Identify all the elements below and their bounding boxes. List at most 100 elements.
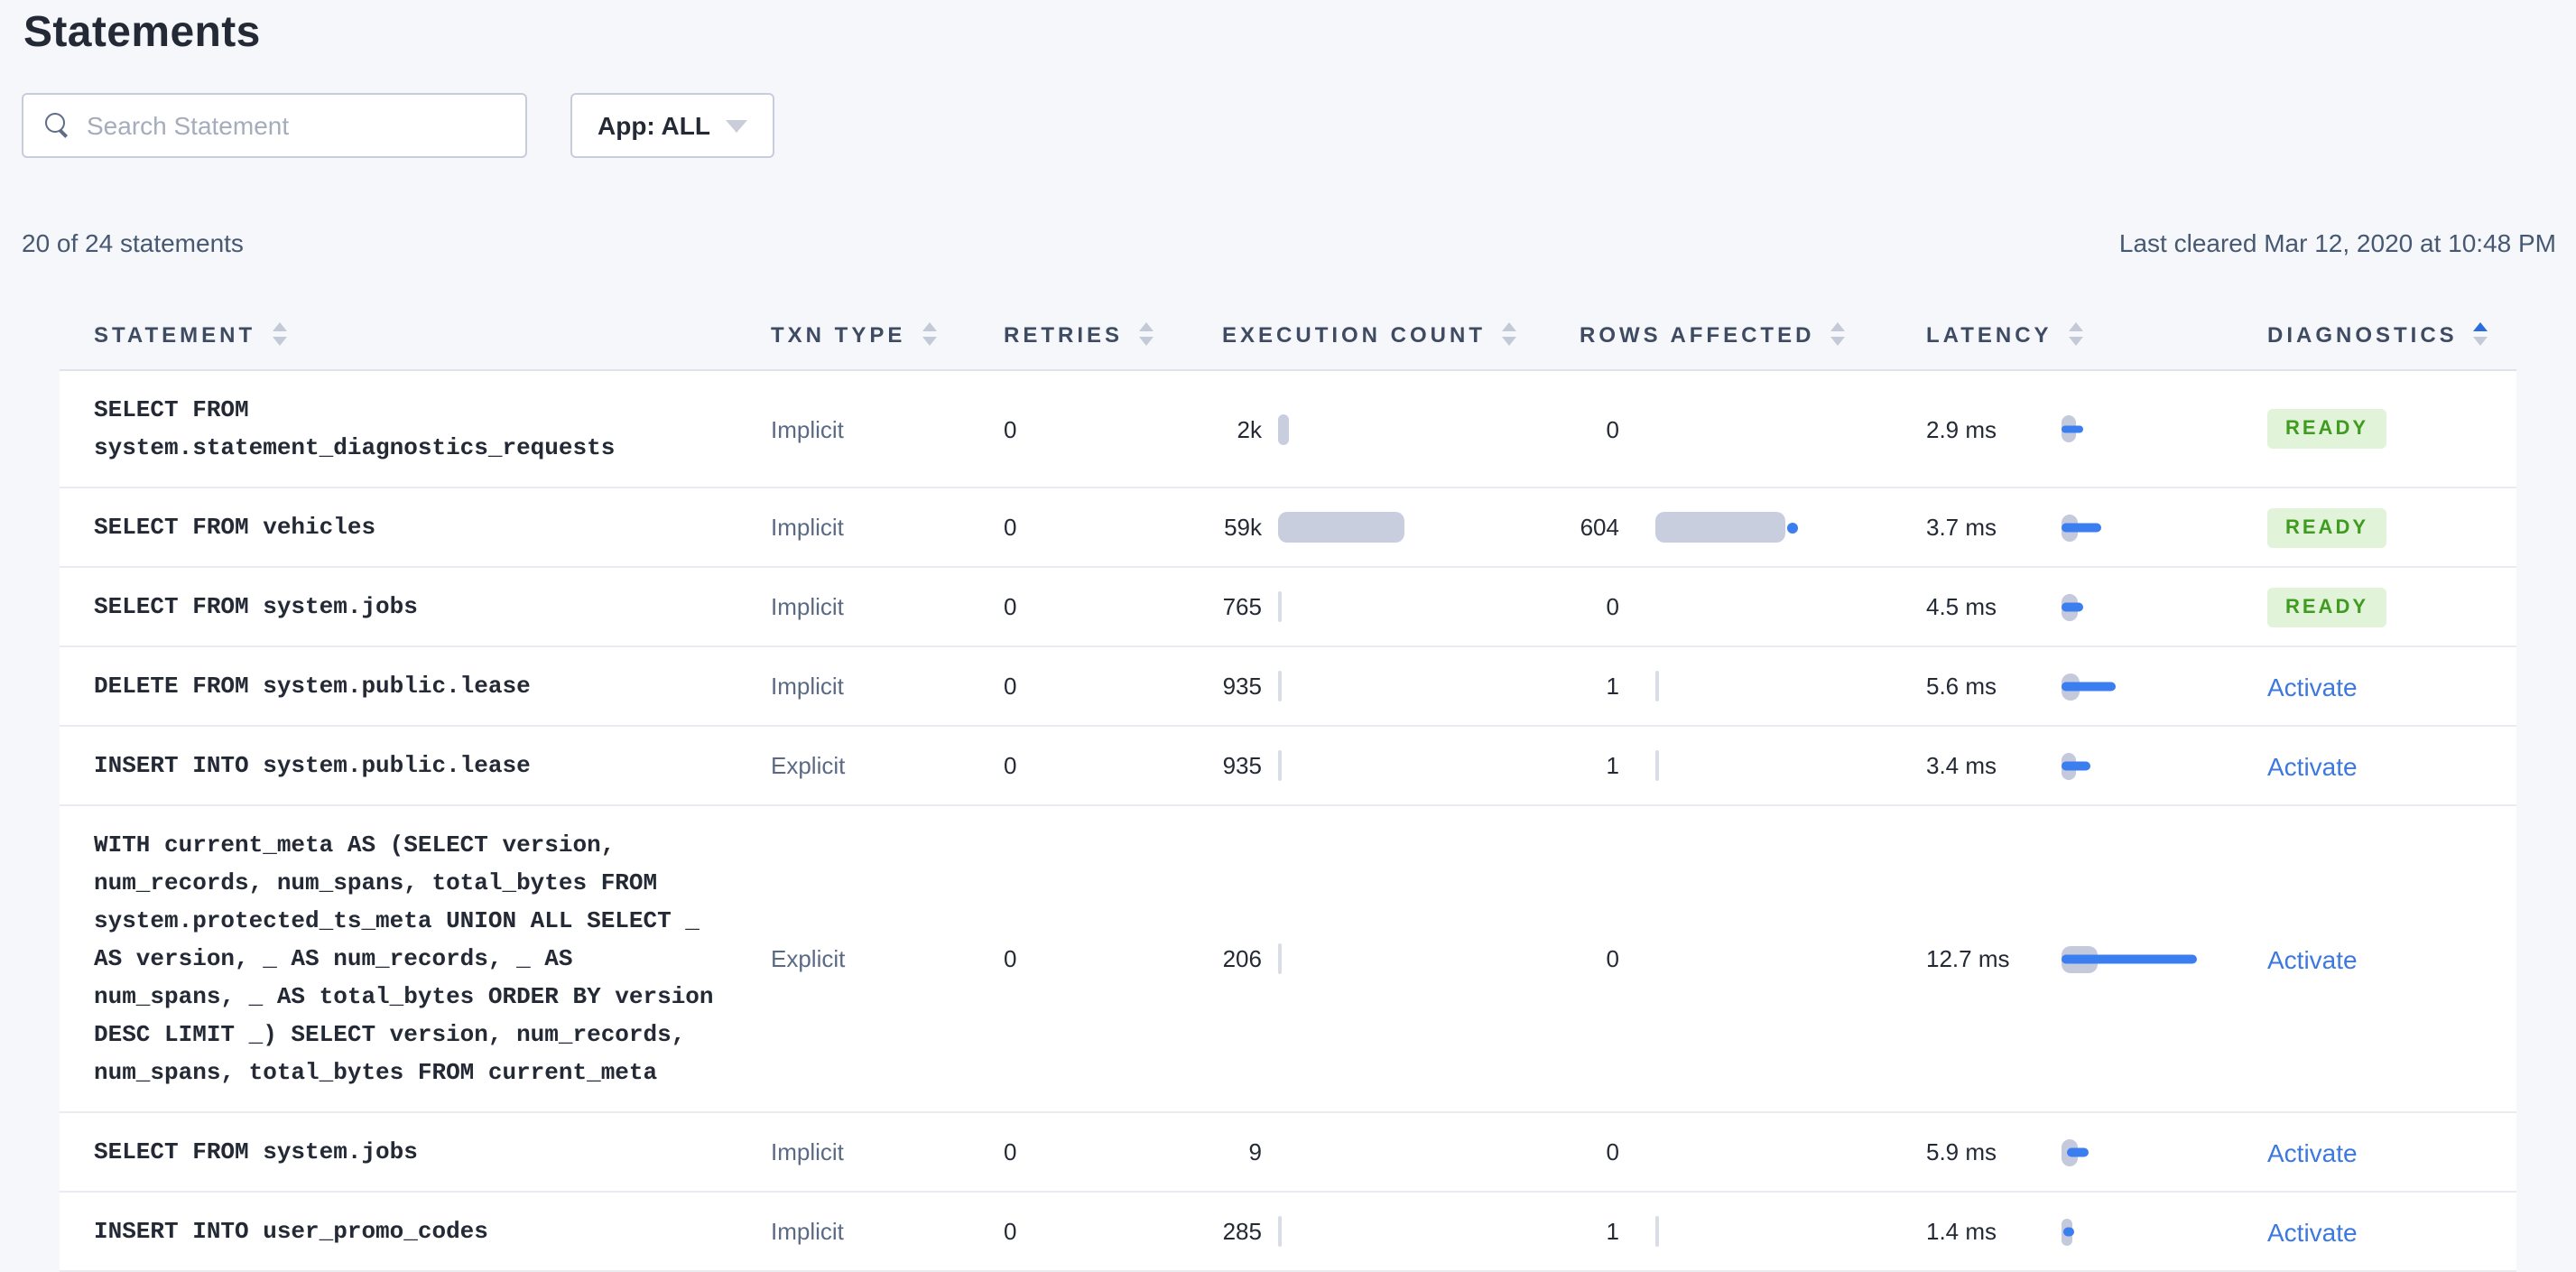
statement-link[interactable]: SELECT FROM system.jobs — [94, 1138, 418, 1165]
rows-affected-bar — [1655, 671, 1659, 701]
column-header-execution-count[interactable]: EXECUTION COUNT — [1222, 321, 1580, 347]
page-title: Statements — [23, 8, 261, 57]
rows-affected-cell: 0 — [1606, 415, 1619, 442]
activate-diagnostics-link[interactable]: Activate — [2267, 1137, 2358, 1166]
statement-link[interactable]: SELECT FROM system.jobs — [94, 593, 418, 620]
rows-affected-bar — [1655, 512, 1785, 543]
latency-cell: 4.5 ms — [1926, 568, 2267, 645]
execution-count-bar — [1278, 1216, 1282, 1247]
statement-cell: DELETE FROM system.public.lease — [60, 647, 771, 725]
table-header-row: STATEMENT TXN TYPE RETRIES EXECUTION COU… — [60, 299, 2516, 371]
diagnostics-ready-badge[interactable]: READY — [2267, 587, 2387, 627]
statement-cell: SELECT FROM system.statement_diagnostics… — [60, 371, 771, 487]
retries-cell: 0 — [1004, 415, 1017, 442]
latency-barchart — [2062, 415, 2260, 442]
diagnostics-cell: READY — [2267, 507, 2516, 547]
latency-mean-bar — [2063, 1227, 2074, 1236]
execution-count-bar — [1278, 413, 1289, 444]
activate-diagnostics-link[interactable]: Activate — [2267, 1217, 2358, 1246]
statement-link[interactable]: INSERT INTO user_promo_codes — [94, 1218, 488, 1245]
latency-barchart — [2062, 752, 2260, 779]
summary-row: 20 of 24 statements Last cleared Mar 12,… — [22, 227, 2556, 261]
column-header-txn-type[interactable]: TXN TYPE — [771, 321, 1004, 347]
statement-link[interactable]: DELETE FROM system.public.lease — [94, 673, 531, 700]
sort-icons — [1830, 322, 1846, 346]
retries-cell: 0 — [1004, 514, 1017, 541]
execution-count-bar — [1278, 943, 1282, 974]
execution-count-cell: 2k — [1222, 413, 1580, 444]
execution-count-cell: 935 — [1222, 671, 1580, 701]
activate-diagnostics-link[interactable]: Activate — [2267, 944, 2358, 973]
statement-link[interactable]: SELECT FROM system.statement_diagnostics… — [94, 396, 616, 461]
rows-affected-cell: 604 — [1580, 512, 1926, 543]
diagnostics-cell: Activate — [2267, 1137, 2516, 1166]
app-filter-label: App: ALL — [598, 111, 710, 140]
table-row: SELECT FROM system.jobs Implicit 0 9 0 5… — [60, 1113, 2516, 1193]
diagnostics-cell: Activate — [2267, 944, 2516, 973]
statement-link[interactable]: INSERT INTO system.public.lease — [94, 752, 531, 779]
diagnostics-cell: Activate — [2267, 1217, 2516, 1246]
column-header-statement[interactable]: STATEMENT — [60, 321, 771, 347]
retries-cell: 0 — [1004, 673, 1017, 700]
table-body: SELECT FROM system.statement_diagnostics… — [60, 371, 2516, 1272]
toolbar: App: ALL — [22, 93, 2576, 158]
latency-barchart — [2062, 514, 2260, 541]
latency-barchart — [2062, 945, 2260, 972]
statement-link[interactable]: SELECT FROM vehicles — [94, 514, 376, 541]
statement-link[interactable]: WITH current_meta AS (SELECT version, nu… — [94, 831, 714, 1086]
execution-count-cell: 59k — [1222, 512, 1580, 543]
rows-affected-cell: 0 — [1606, 1138, 1619, 1165]
rows-affected-cell: 0 — [1606, 593, 1619, 620]
latency-barchart — [2062, 673, 2260, 700]
column-header-retries[interactable]: RETRIES — [1004, 321, 1222, 347]
execution-count-bar — [1278, 750, 1282, 781]
column-header-latency[interactable]: LATENCY — [1926, 321, 2267, 347]
txn-type-cell: Implicit — [771, 415, 844, 442]
statements-table: STATEMENT TXN TYPE RETRIES EXECUTION COU… — [60, 299, 2516, 1272]
diagnostics-cell: READY — [2267, 587, 2516, 627]
diagnostics-ready-badge[interactable]: READY — [2267, 409, 2387, 449]
diagnostics-cell: Activate — [2267, 751, 2516, 780]
sort-icons — [272, 322, 287, 346]
rows-affected-cell: 1 — [1580, 671, 1926, 701]
search-icon — [45, 113, 70, 138]
rows-affected-mean-dot — [1787, 522, 1798, 533]
statement-cell: WITH current_meta AS (SELECT version, nu… — [60, 806, 771, 1111]
search-input[interactable] — [87, 111, 507, 140]
latency-cell: 5.9 ms — [1926, 1113, 2267, 1191]
retries-cell: 0 — [1004, 1218, 1017, 1245]
diagnostics-ready-badge[interactable]: READY — [2267, 507, 2387, 547]
latency-barchart — [2062, 1218, 2260, 1245]
rows-affected-cell: 1 — [1580, 1216, 1926, 1247]
last-cleared-label: Last cleared Mar 12, 2020 at 10:48 PM — [2118, 228, 2556, 257]
latency-cell: 12.7 ms — [1926, 806, 2267, 1111]
rows-affected-cell: 1 — [1580, 750, 1926, 781]
column-header-diagnostics[interactable]: DIAGNOSTICS — [2267, 321, 2516, 347]
latency-cell: 3.7 ms — [1926, 488, 2267, 566]
latency-mean-bar — [2062, 523, 2101, 532]
column-header-rows-affected[interactable]: ROWS AFFECTED — [1580, 321, 1926, 347]
rows-affected-bar — [1655, 1216, 1659, 1247]
execution-count-cell: 935 — [1222, 750, 1580, 781]
search-box — [22, 93, 527, 158]
execution-count-bar — [1278, 591, 1282, 622]
latency-mean-bar — [2062, 954, 2197, 963]
table-row: INSERT INTO user_promo_codes Implicit 0 … — [60, 1193, 2516, 1272]
execution-count-cell: 285 — [1222, 1216, 1580, 1247]
latency-cell: 5.6 ms — [1926, 647, 2267, 725]
txn-type-cell: Implicit — [771, 1218, 844, 1245]
app-filter-dropdown[interactable]: App: ALL — [570, 93, 775, 158]
retries-cell: 0 — [1004, 1138, 1017, 1165]
activate-diagnostics-link[interactable]: Activate — [2267, 751, 2358, 780]
latency-cell: 2.9 ms — [1926, 371, 2267, 487]
latency-barchart — [2062, 1138, 2260, 1165]
retries-cell: 0 — [1004, 593, 1017, 620]
statement-cell: SELECT FROM system.jobs — [60, 1113, 771, 1191]
sort-icons — [2068, 322, 2083, 346]
activate-diagnostics-link[interactable]: Activate — [2267, 672, 2358, 701]
txn-type-cell: Explicit — [771, 752, 846, 779]
sort-icons — [922, 322, 937, 346]
latency-mean-bar — [2062, 682, 2116, 691]
rows-affected-cell: 0 — [1606, 945, 1619, 972]
latency-mean-bar — [2062, 602, 2083, 611]
